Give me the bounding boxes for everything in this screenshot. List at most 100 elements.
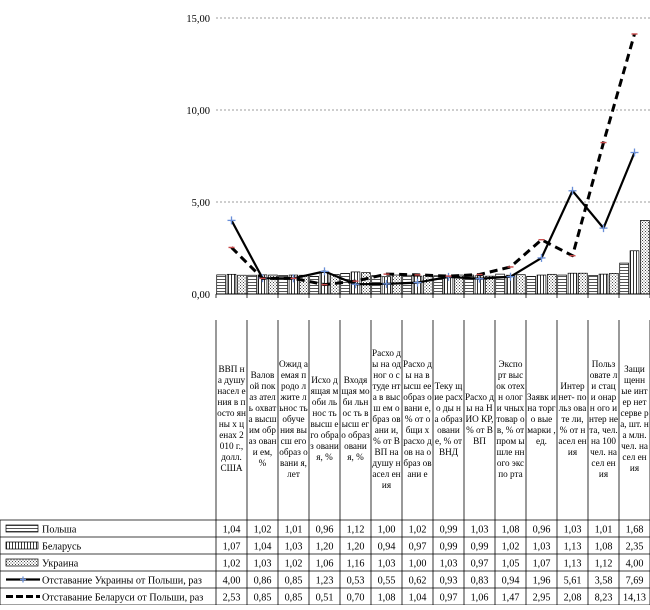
category-label-5: Расхо ды на одног о студе нта в высш ем … — [372, 320, 401, 518]
data-label-2-2: 1,02 — [285, 558, 303, 569]
bar-2-13 — [640, 220, 650, 295]
data-label-4-9: 1,47 — [502, 592, 520, 603]
data-label-1-12: 1,08 — [595, 541, 613, 552]
data-label-4-8: 1,06 — [471, 592, 489, 603]
data-label-0-10: 0,96 — [533, 524, 551, 535]
data-label-0-6: 1,02 — [409, 524, 427, 535]
point-0-11 — [568, 186, 577, 195]
series-line-1 — [230, 33, 636, 287]
data-label-3-4: 0,53 — [347, 575, 365, 586]
data-label-4-5: 1,08 — [378, 592, 396, 603]
point-0-8 — [475, 274, 484, 283]
data-label-1-13: 2,35 — [626, 541, 644, 552]
y-tick-label: 5,00 — [192, 198, 210, 209]
data-label-2-1: 1,03 — [254, 558, 272, 569]
category-text: Расхо ды на НИО КР, % от ВВП — [465, 391, 494, 446]
data-label-0-1: 1,02 — [254, 524, 272, 535]
data-label-3-10: 1,96 — [533, 575, 551, 586]
data-label-4-3: 0,51 — [316, 592, 334, 603]
data-label-0-4: 1,12 — [347, 524, 365, 535]
data-label-2-7: 1,03 — [440, 558, 458, 569]
point-0-9 — [506, 272, 515, 281]
data-label-2-12: 1,12 — [595, 558, 613, 569]
legend-label-1: Беларусь — [42, 541, 82, 552]
data-label-0-5: 1,00 — [378, 524, 396, 535]
data-label-0-7: 0,99 — [440, 524, 458, 535]
category-label-4: Входя щая моби льнос ть высш его образ о… — [341, 320, 370, 518]
legend-label-3: Отставание Украины от Польши, раз — [42, 575, 202, 586]
data-label-1-11: 1,13 — [564, 541, 582, 552]
data-label-1-3: 1,20 — [316, 541, 334, 552]
bar-0-3 — [309, 275, 319, 295]
data-label-4-6: 1,04 — [409, 592, 427, 603]
data-label-2-0: 1,02 — [223, 558, 241, 569]
data-label-0-0: 1,04 — [223, 524, 241, 535]
bar-2-10 — [547, 273, 557, 295]
legend-label-0: Польша — [42, 524, 77, 535]
data-label-1-6: 0,97 — [409, 541, 427, 552]
series-line-0 — [230, 152, 636, 286]
bar-0-10 — [526, 275, 536, 295]
category-text: Расхо ды на высш ее образ овани е, % от … — [403, 358, 432, 479]
data-label-3-1: 0,86 — [254, 575, 272, 586]
category-label-1: Валов ой показ атель охват а высш им обр… — [248, 320, 277, 518]
data-label-4-0: 2,53 — [223, 592, 241, 603]
data-label-2-6: 1,00 — [409, 558, 427, 569]
bar-2-0 — [237, 274, 247, 295]
data-label-3-7: 0,93 — [440, 575, 458, 586]
bar-0-6 — [402, 274, 412, 295]
category-text: Теку щие расхо ды на образ овани е, % от… — [434, 380, 463, 457]
bar-2-6 — [423, 275, 433, 295]
y-tick-label: 0,00 — [192, 290, 210, 301]
bar-0-12 — [588, 275, 598, 295]
data-label-1-2: 1,03 — [285, 541, 303, 552]
data-label-1-1: 1,04 — [254, 541, 272, 552]
data-label-3-12: 3,58 — [595, 575, 613, 586]
bar-1-12 — [598, 273, 609, 295]
point-0-3 — [320, 267, 329, 276]
category-text: Польз овате ли стаци онарн ого интер нет… — [589, 358, 618, 479]
data-label-2-9: 1,05 — [502, 558, 520, 569]
data-label-1-7: 0,99 — [440, 541, 458, 552]
point-0-12 — [599, 224, 608, 233]
category-label-3: Исхо дящая моби льнос ть высш его образ … — [310, 320, 339, 518]
point-0-13 — [630, 148, 639, 157]
bar-1-13 — [629, 250, 640, 295]
category-label-10: Заявк и на торго вые марки , ед. — [527, 320, 556, 518]
bar-2-9 — [516, 274, 526, 295]
category-label-12: Польз овате ли стаци онарн ого интер нет… — [589, 320, 618, 518]
category-text: Защи щенн ые интер нет серве ра, шт. на … — [620, 364, 649, 473]
category-text: Расхо ды на одног о студе нта в высш ем … — [372, 347, 401, 490]
point-0-5 — [382, 279, 391, 288]
category-text: Интер нет- польз овате ли, % от насел ен… — [558, 380, 587, 457]
data-label-3-0: 4,00 — [223, 575, 241, 586]
category-text: Экспо рт высок отехн ологи чных товар ов… — [496, 358, 525, 479]
category-text: Ожид аемая продо лжите льнос ть обуче ни… — [279, 358, 308, 479]
category-label-0: ВВП на душу насел ения в посто янны х це… — [217, 320, 246, 518]
category-text: Входя щая моби льнос ть высш его образ о… — [341, 375, 370, 462]
data-label-3-3: 1,23 — [316, 575, 334, 586]
data-label-3-9: 0,94 — [502, 575, 520, 586]
category-text: Заявк и на торго вые марки , ед. — [527, 391, 556, 446]
data-label-0-8: 1,03 — [471, 524, 489, 535]
data-label-1-5: 0,94 — [378, 541, 396, 552]
category-text: ВВП на душу насел ения в посто янны х це… — [217, 364, 246, 473]
data-label-0-3: 0,96 — [316, 524, 334, 535]
category-label-6: Расхо ды на высш ее образ овани е, % от … — [403, 320, 432, 518]
point-0-0 — [227, 216, 236, 225]
data-label-2-4: 1,16 — [347, 558, 365, 569]
data-label-2-13: 4,00 — [626, 558, 644, 569]
legend-key-1 — [5, 541, 39, 550]
data-label-4-13: 14,13 — [623, 592, 646, 603]
legend-key-2 — [5, 558, 39, 567]
data-label-3-13: 7,69 — [626, 575, 644, 586]
bar-0-0 — [216, 274, 226, 295]
bar-2-2 — [299, 274, 309, 295]
data-label-3-2: 0,85 — [285, 575, 303, 586]
category-label-11: Интер нет- польз овате ли, % от насел ен… — [558, 320, 587, 518]
category-label-7: Теку щие расхо ды на образ овани е, % от… — [434, 320, 463, 518]
data-label-0-12: 1,01 — [595, 524, 613, 535]
data-label-4-1: 0,85 — [254, 592, 272, 603]
